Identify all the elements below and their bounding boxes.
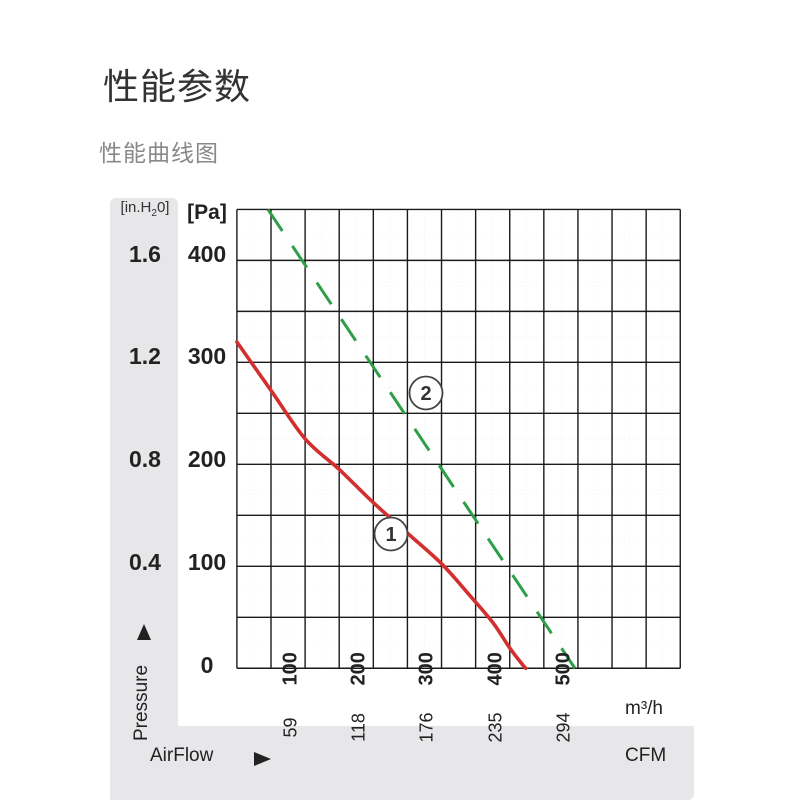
svg-text:1: 1 [385, 524, 396, 546]
svg-text:2: 2 [420, 383, 431, 405]
